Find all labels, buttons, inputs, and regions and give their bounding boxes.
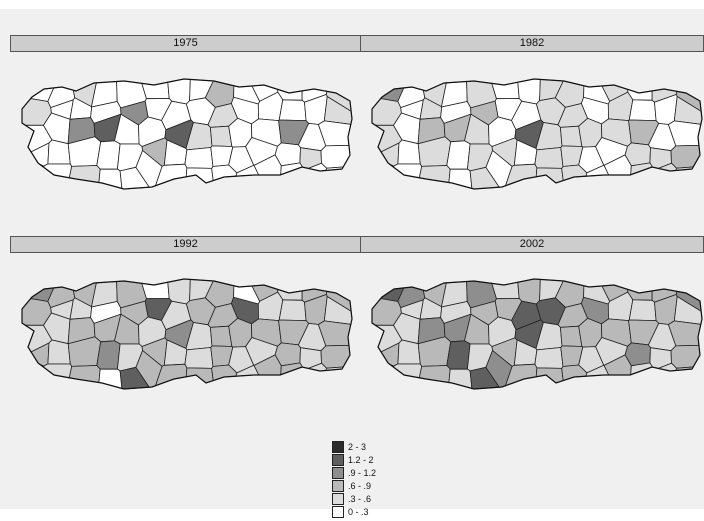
- country-outline: [21, 278, 353, 390]
- province-region: [397, 139, 421, 165]
- province-region: [47, 139, 71, 165]
- province-region: [96, 340, 121, 370]
- country-outline: [371, 78, 703, 190]
- province-region: [628, 99, 657, 122]
- legend-label: 2 - 3: [348, 442, 367, 452]
- legend-swatch: [332, 480, 344, 492]
- legend-label: 1.2 - 2: [348, 455, 374, 465]
- legend-swatch: [332, 467, 344, 479]
- province-region: [534, 347, 564, 369]
- province-region: [278, 299, 307, 322]
- map-1992: [21, 278, 353, 390]
- legend-swatch: [332, 441, 344, 453]
- legend-label: .6 - .9: [348, 481, 372, 491]
- province-region: [184, 347, 214, 369]
- province-region: [278, 99, 307, 122]
- province-region: [184, 147, 214, 169]
- province-region: [446, 340, 471, 370]
- map-2002: [371, 278, 703, 390]
- legend-swatch: [332, 454, 344, 466]
- province-region: [446, 140, 471, 170]
- province-region: [670, 344, 701, 369]
- legend-label: .3 - .6: [348, 494, 372, 504]
- legend-label: 0 - .3: [348, 507, 369, 517]
- legend-swatch: [332, 493, 344, 505]
- province-region: [397, 339, 421, 365]
- legend-swatch: [332, 506, 344, 518]
- panel-header-1975: 1975: [10, 35, 361, 52]
- legend: 2 - 3 1.2 - 2 .9 - 1.2 .6 - .9 .3 - .6 0 - .3: [332, 441, 412, 521]
- province-region: [559, 325, 583, 347]
- panel-header-1982: 1982: [360, 35, 704, 52]
- province-region: [670, 144, 701, 169]
- province-region: [320, 144, 351, 169]
- map-1975: [21, 78, 353, 190]
- province-region: [534, 147, 564, 169]
- province-region: [47, 339, 71, 365]
- map-1982: [371, 78, 703, 190]
- country-outline: [21, 78, 353, 190]
- province-region: [320, 344, 351, 369]
- legend-label: .9 - 1.2: [348, 468, 377, 478]
- country-outline: [371, 278, 703, 390]
- choropleth-figure: 1975 1982 1992 2002 2 - 3 1.2 - 2 .9 - 1.2…: [0, 9, 704, 518]
- province-region: [209, 125, 233, 147]
- province-region: [628, 299, 657, 322]
- panel-header-2002: 2002: [360, 236, 704, 253]
- province-region: [209, 325, 233, 347]
- province-region: [559, 125, 583, 147]
- province-region: [96, 140, 121, 170]
- panel-header-1992: 1992: [10, 236, 361, 253]
